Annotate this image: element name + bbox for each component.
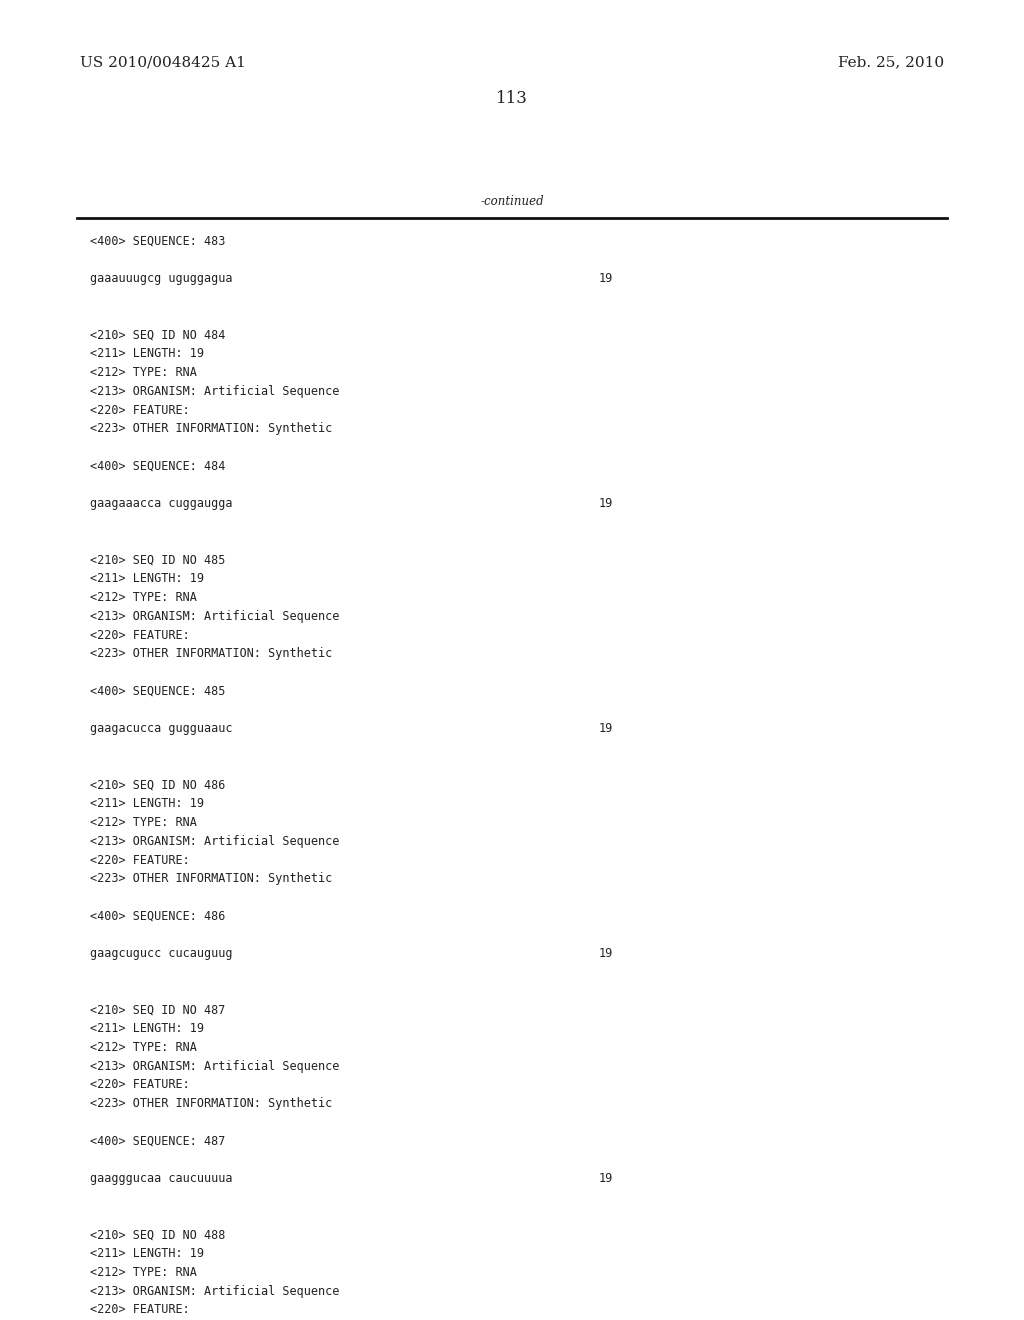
Text: <400> SEQUENCE: 484: <400> SEQUENCE: 484: [90, 459, 225, 473]
Text: <211> LENGTH: 19: <211> LENGTH: 19: [90, 573, 204, 585]
Text: <211> LENGTH: 19: <211> LENGTH: 19: [90, 1247, 204, 1261]
Text: US 2010/0048425 A1: US 2010/0048425 A1: [80, 55, 246, 70]
Text: <211> LENGTH: 19: <211> LENGTH: 19: [90, 797, 204, 810]
Text: <213> ORGANISM: Artificial Sequence: <213> ORGANISM: Artificial Sequence: [90, 834, 340, 847]
Text: Feb. 25, 2010: Feb. 25, 2010: [838, 55, 944, 70]
Text: <220> FEATURE:: <220> FEATURE:: [90, 854, 189, 866]
Text: <213> ORGANISM: Artificial Sequence: <213> ORGANISM: Artificial Sequence: [90, 1060, 340, 1073]
Text: <400> SEQUENCE: 483: <400> SEQUENCE: 483: [90, 235, 225, 248]
Text: 19: 19: [599, 1172, 613, 1185]
Text: <220> FEATURE:: <220> FEATURE:: [90, 1303, 189, 1316]
Text: <210> SEQ ID NO 486: <210> SEQ ID NO 486: [90, 779, 225, 792]
Text: <212> TYPE: RNA: <212> TYPE: RNA: [90, 366, 197, 379]
Text: <213> ORGANISM: Artificial Sequence: <213> ORGANISM: Artificial Sequence: [90, 1284, 340, 1298]
Text: <213> ORGANISM: Artificial Sequence: <213> ORGANISM: Artificial Sequence: [90, 385, 340, 397]
Text: <223> OTHER INFORMATION: Synthetic: <223> OTHER INFORMATION: Synthetic: [90, 873, 333, 886]
Text: <223> OTHER INFORMATION: Synthetic: <223> OTHER INFORMATION: Synthetic: [90, 422, 333, 436]
Text: <211> LENGTH: 19: <211> LENGTH: 19: [90, 1022, 204, 1035]
Text: 19: 19: [599, 272, 613, 285]
Text: gaagaaacca cuggaugga: gaagaaacca cuggaugga: [90, 498, 232, 511]
Text: <212> TYPE: RNA: <212> TYPE: RNA: [90, 591, 197, 605]
Text: gaaauuugcg uguggagua: gaaauuugcg uguggagua: [90, 272, 232, 285]
Text: -continued: -continued: [480, 195, 544, 209]
Text: <210> SEQ ID NO 484: <210> SEQ ID NO 484: [90, 329, 225, 342]
Text: <213> ORGANISM: Artificial Sequence: <213> ORGANISM: Artificial Sequence: [90, 610, 340, 623]
Text: <212> TYPE: RNA: <212> TYPE: RNA: [90, 1266, 197, 1279]
Text: 19: 19: [599, 498, 613, 511]
Text: gaagggucaa caucuuuua: gaagggucaa caucuuuua: [90, 1172, 232, 1185]
Text: <210> SEQ ID NO 487: <210> SEQ ID NO 487: [90, 1003, 225, 1016]
Text: 113: 113: [496, 90, 528, 107]
Text: <223> OTHER INFORMATION: Synthetic: <223> OTHER INFORMATION: Synthetic: [90, 647, 333, 660]
Text: <220> FEATURE:: <220> FEATURE:: [90, 628, 189, 642]
Text: <220> FEATURE:: <220> FEATURE:: [90, 1078, 189, 1092]
Text: <400> SEQUENCE: 486: <400> SEQUENCE: 486: [90, 909, 225, 923]
Text: <223> OTHER INFORMATION: Synthetic: <223> OTHER INFORMATION: Synthetic: [90, 1097, 333, 1110]
Text: <211> LENGTH: 19: <211> LENGTH: 19: [90, 347, 204, 360]
Text: <210> SEQ ID NO 485: <210> SEQ ID NO 485: [90, 553, 225, 566]
Text: <400> SEQUENCE: 487: <400> SEQUENCE: 487: [90, 1135, 225, 1147]
Text: <212> TYPE: RNA: <212> TYPE: RNA: [90, 1041, 197, 1053]
Text: 19: 19: [599, 948, 613, 960]
Text: 19: 19: [599, 722, 613, 735]
Text: gaagacucca gugguaauc: gaagacucca gugguaauc: [90, 722, 232, 735]
Text: <400> SEQUENCE: 485: <400> SEQUENCE: 485: [90, 685, 225, 698]
Text: <220> FEATURE:: <220> FEATURE:: [90, 404, 189, 417]
Text: <212> TYPE: RNA: <212> TYPE: RNA: [90, 816, 197, 829]
Text: gaagcugucc cucauguug: gaagcugucc cucauguug: [90, 948, 232, 960]
Text: <210> SEQ ID NO 488: <210> SEQ ID NO 488: [90, 1229, 225, 1241]
